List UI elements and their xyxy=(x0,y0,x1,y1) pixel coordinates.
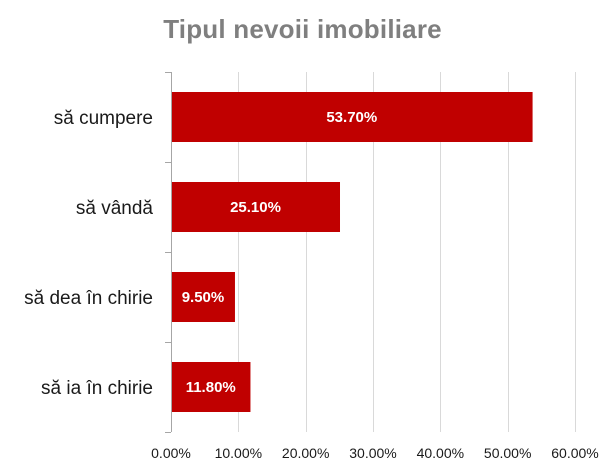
x-tick-label-1: 10.00% xyxy=(215,445,262,461)
bar-2 xyxy=(172,272,235,322)
bar-0 xyxy=(172,92,533,142)
labels: 0.00% 10.00% 20.00% 30.00% 40.00% 50.00% 60.00… xyxy=(24,108,599,461)
x-tick-label-2: 20.00% xyxy=(282,445,329,461)
chart-title: Tipul nevoii imobiliare xyxy=(163,14,442,44)
category-label-2: să dea în chirie xyxy=(24,288,153,309)
data-label-3: 11.80% xyxy=(186,379,236,396)
category-label-1: să vândă xyxy=(76,198,154,219)
axes xyxy=(165,72,172,433)
data-label-1: 25.10% xyxy=(230,199,281,216)
x-tick-label-6: 60.00% xyxy=(551,445,598,461)
category-label-0: să cumpere xyxy=(54,108,153,129)
category-label-3: să ia în chirie xyxy=(41,378,153,399)
bar-1 xyxy=(172,182,341,232)
x-tick-label-0: 0.00% xyxy=(151,445,191,461)
bar-3 xyxy=(172,362,251,412)
data-label-0: 53.70% xyxy=(326,109,377,126)
data-label-2: 9.50% xyxy=(182,289,225,306)
x-tick-label-3: 30.00% xyxy=(349,445,396,461)
x-tick-label-5: 50.00% xyxy=(484,445,531,461)
bars xyxy=(172,92,533,412)
x-tick-label-4: 40.00% xyxy=(417,445,464,461)
